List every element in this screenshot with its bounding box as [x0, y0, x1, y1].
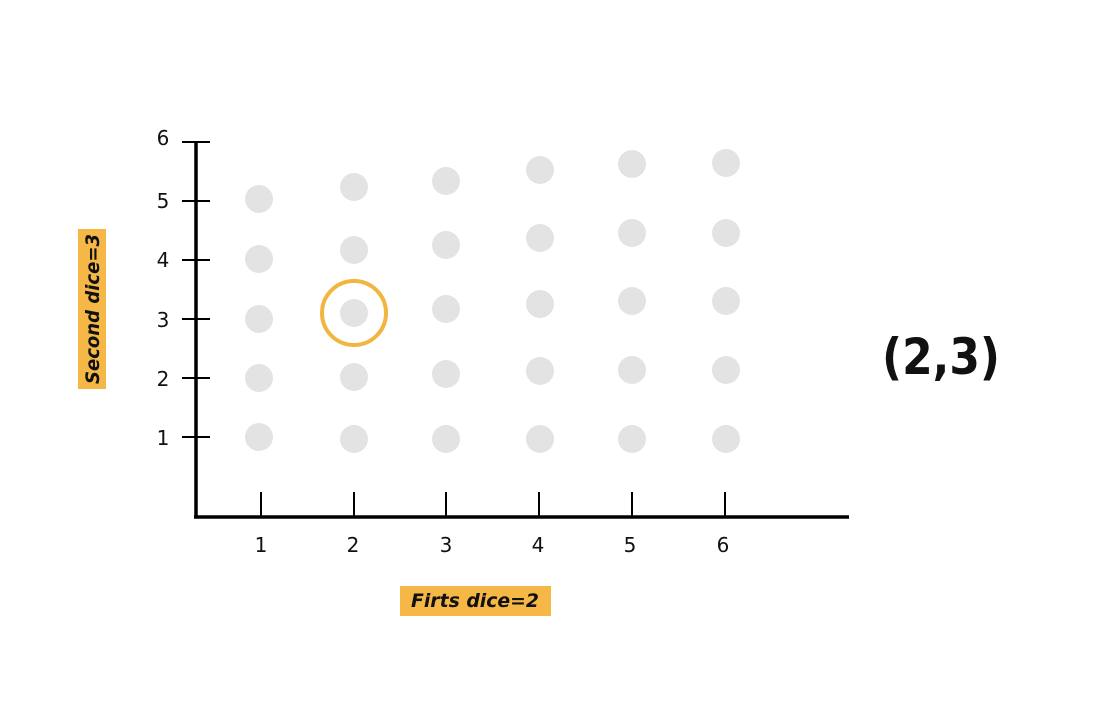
outcome-dot: [340, 236, 368, 264]
outcome-dot: [712, 356, 740, 384]
x-tick-label-6: 6: [717, 533, 730, 557]
x-tick-label-2: 2: [347, 533, 360, 557]
outcome-dot: [618, 356, 646, 384]
outcome-dot: [618, 287, 646, 315]
outcome-dot: [245, 305, 273, 333]
outcome-dot: [432, 167, 460, 195]
outcome-dot: [526, 290, 554, 318]
outcome-dot: [432, 360, 460, 388]
outcome-dot: [245, 245, 273, 273]
outcome-dot: [432, 295, 460, 323]
outcome-dot: [432, 231, 460, 259]
outcome-dot: [618, 425, 646, 453]
x-tick-label-1: 1: [255, 533, 268, 557]
outcome-dots: [245, 149, 740, 453]
y-axis-tag-text: Second dice=3: [82, 234, 104, 384]
y-tick-label-1: 1: [157, 426, 170, 450]
y-tick-label-4: 4: [157, 248, 170, 272]
outcome-dot: [245, 423, 273, 451]
x-axis-tag-background: [400, 586, 551, 616]
x-axis-ticks: [260, 492, 726, 517]
result-label: (2,3): [882, 328, 1000, 386]
outcome-dot: [245, 364, 273, 392]
x-tick-label-5: 5: [624, 533, 637, 557]
outcome-dot: [340, 363, 368, 391]
y-tick-label-3: 3: [157, 308, 170, 332]
highlight-ring: [320, 279, 388, 347]
outcome-dot: [618, 219, 646, 247]
y-tick-label-5: 5: [157, 189, 170, 213]
x-tick-label-4: 4: [532, 533, 545, 557]
outcome-dot: [432, 425, 460, 453]
outcome-dot: [526, 357, 554, 385]
x-axis-labels: 1 2 3 4 5 6: [255, 533, 730, 557]
y-axis-tag: Second dice=3: [78, 229, 106, 389]
outcome-dot: [618, 150, 646, 178]
outcome-dot: [526, 224, 554, 252]
x-axis-tag-text: Firts dice=2: [411, 590, 539, 612]
outcome-dot-selected: [340, 299, 368, 327]
outcome-dot: [712, 149, 740, 177]
y-tick-label-2: 2: [157, 367, 170, 391]
outcome-dot: [712, 287, 740, 315]
outcome-dot: [712, 425, 740, 453]
x-axis-tag: Firts dice=2: [400, 586, 551, 616]
outcome-dot: [526, 156, 554, 184]
y-tick-label-6: 6: [157, 126, 170, 150]
outcome-dot: [245, 185, 273, 213]
outcome-dot: [340, 425, 368, 453]
y-axis-tag-background: [78, 229, 106, 389]
outcome-dot: [340, 173, 368, 201]
y-axis-labels: 1 2 3 4 5 6: [157, 126, 170, 450]
outcome-dot: [712, 219, 740, 247]
x-tick-label-3: 3: [440, 533, 453, 557]
y-axis-ticks: [182, 141, 210, 438]
outcome-dot: [526, 425, 554, 453]
